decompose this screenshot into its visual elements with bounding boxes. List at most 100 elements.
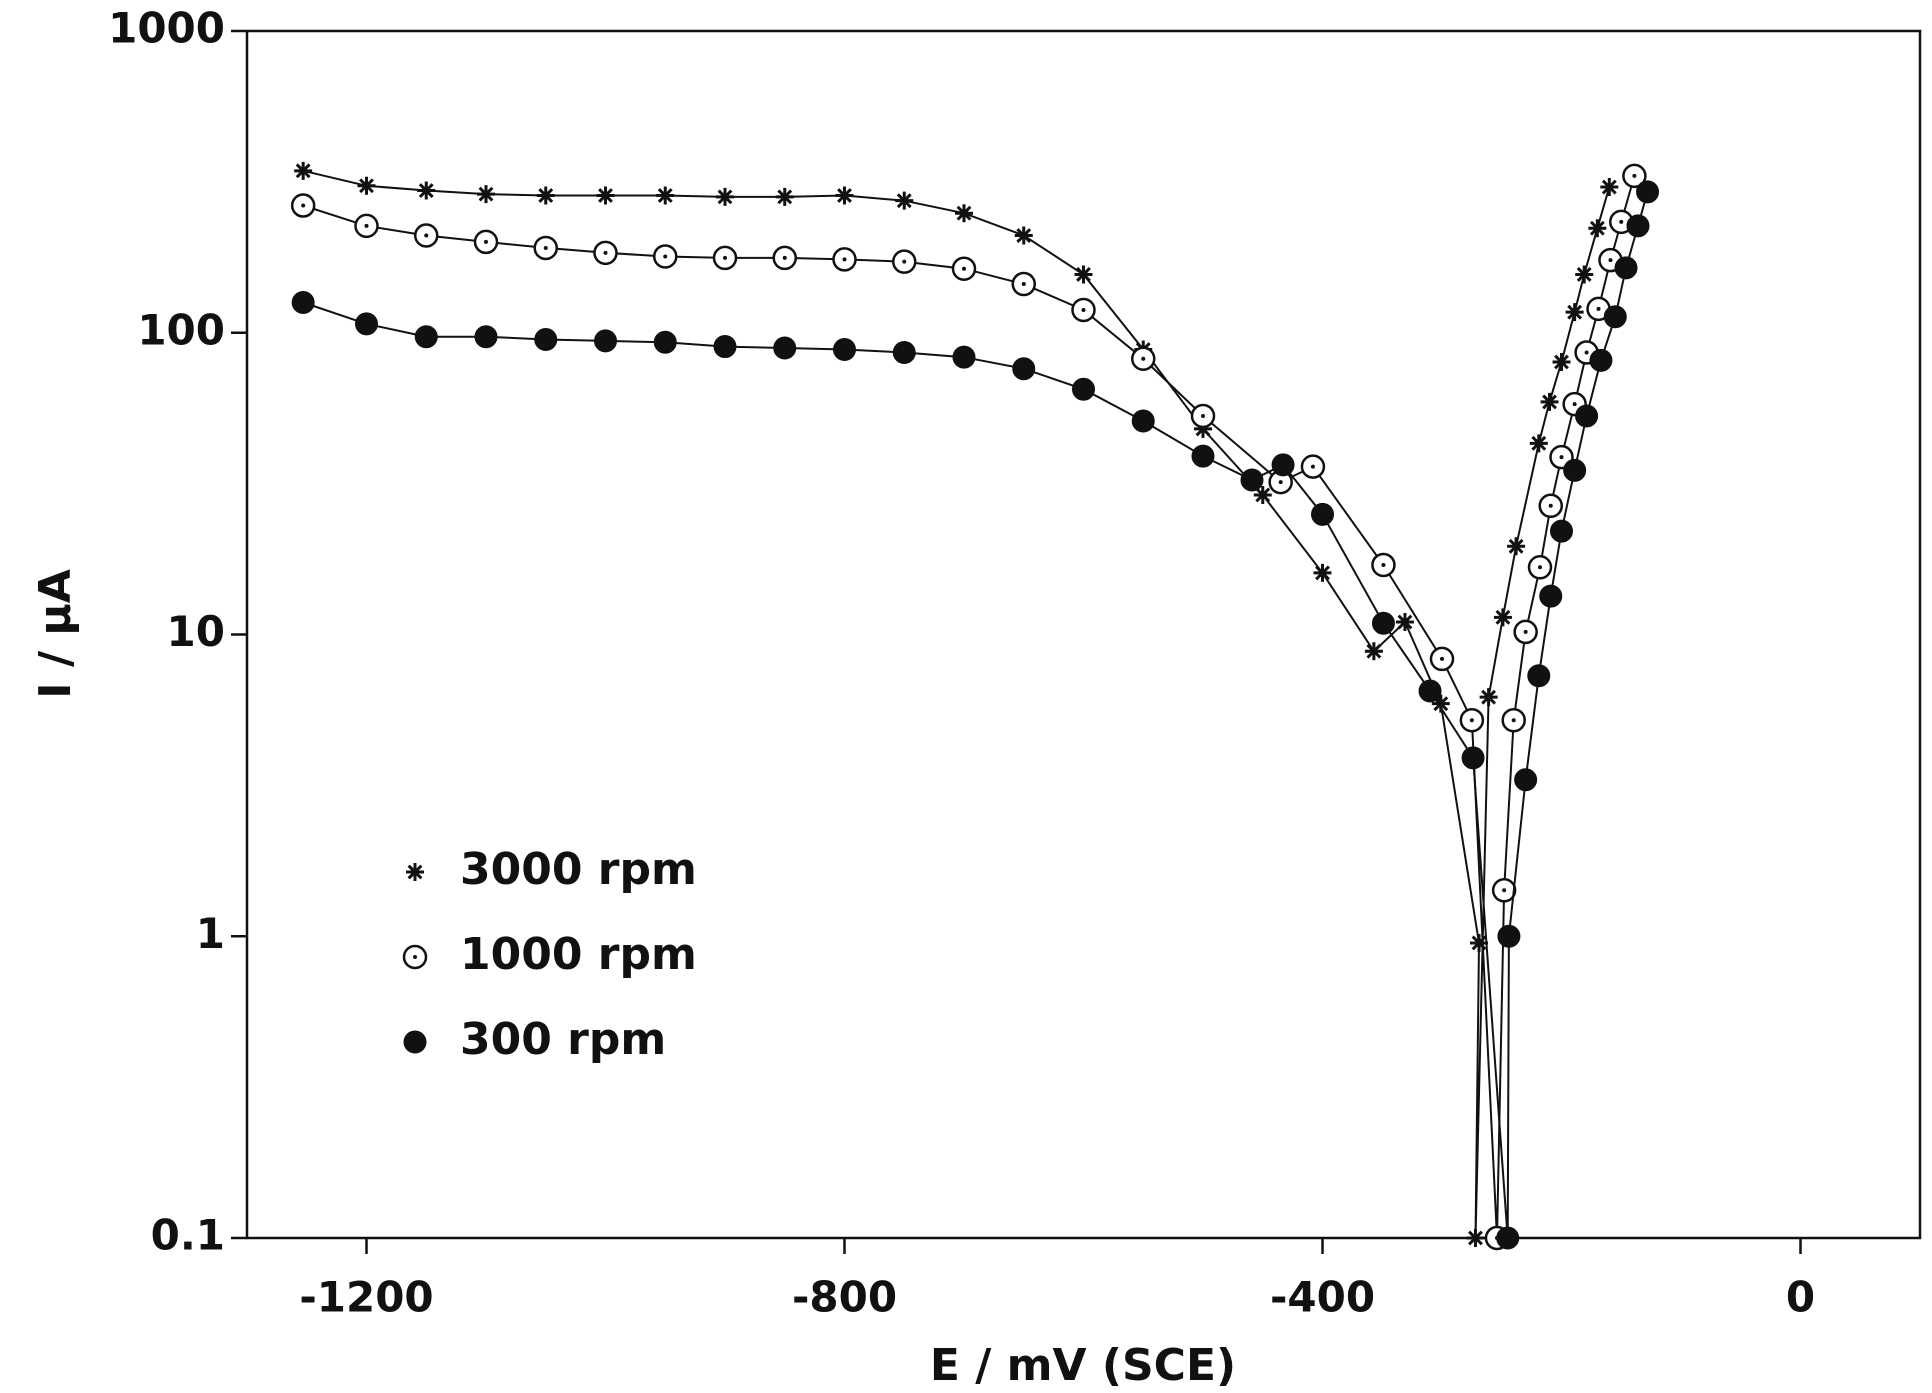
- data-point: [354, 213, 379, 239]
- data-point: [355, 312, 378, 336]
- data-point: [1253, 485, 1272, 504]
- marker-dot: [902, 259, 907, 264]
- data-point: [1429, 646, 1455, 672]
- legend-label: 1000 rpm: [460, 929, 697, 980]
- data-point: [1194, 419, 1212, 438]
- data-point: [1131, 346, 1156, 372]
- data-point: [1603, 305, 1627, 329]
- data-point: [536, 186, 555, 205]
- data-point: [1431, 694, 1450, 713]
- marker-dot: [1608, 258, 1613, 263]
- legend-marker: [406, 863, 424, 881]
- marker-dot: [1537, 565, 1542, 570]
- y-tick-label: 100: [137, 305, 225, 354]
- marker-dot: [842, 257, 847, 262]
- marker-dot: [663, 254, 668, 259]
- data-point: [1496, 1226, 1520, 1250]
- data-point: [1268, 469, 1293, 495]
- marker-dot: [484, 239, 488, 244]
- data-point: [1418, 679, 1442, 703]
- data-point: [414, 325, 438, 349]
- data-point: [1552, 352, 1571, 371]
- data-point: [593, 240, 618, 266]
- data-point: [1014, 226, 1033, 245]
- data-point: [1491, 878, 1517, 903]
- marker-dot: [1201, 413, 1205, 418]
- data-point: [477, 185, 495, 204]
- data-point: [1074, 265, 1093, 284]
- data-point: [656, 186, 675, 205]
- legend-label: 300 rpm: [460, 1014, 666, 1065]
- data-point: [1371, 611, 1395, 635]
- data-point: [653, 244, 678, 269]
- data-point: [1622, 163, 1647, 189]
- data-point: [1461, 746, 1485, 770]
- data-point: [952, 345, 976, 369]
- marker-dot: [962, 266, 966, 271]
- data-point: [1479, 688, 1498, 707]
- data-point: [1240, 468, 1264, 492]
- data-point: [1626, 214, 1650, 238]
- data-point: [1313, 563, 1332, 582]
- data-point: [1565, 303, 1584, 322]
- data-point: [1507, 537, 1526, 556]
- data-point: [1191, 444, 1215, 468]
- data-point: [1131, 409, 1155, 433]
- data-point: [1300, 454, 1326, 479]
- marker-dot: [1619, 219, 1624, 224]
- data-point: [533, 235, 558, 261]
- y-axis-label: I / μA: [30, 569, 81, 699]
- data-point: [294, 161, 313, 180]
- data-point: [1589, 348, 1613, 372]
- series-line: [302, 191, 1649, 1239]
- marker-dot: [543, 245, 548, 250]
- data-point: [895, 191, 914, 210]
- data-point: [1501, 707, 1526, 733]
- x-tick-label: -1200: [299, 1273, 433, 1322]
- data-point: [832, 247, 857, 272]
- marker-dot: [782, 255, 787, 260]
- data-point: [290, 193, 316, 218]
- marker-dot: [424, 233, 429, 238]
- legend-marker: [403, 1030, 427, 1054]
- data-point: [1527, 664, 1551, 688]
- data-point: [1514, 768, 1538, 792]
- data-point: [291, 290, 315, 314]
- marker-dot: [1440, 656, 1444, 661]
- data-point: [833, 338, 856, 362]
- series-line: [302, 169, 1611, 1239]
- data-point: [1190, 403, 1216, 429]
- marker-dot: [301, 203, 306, 208]
- data-point: [1470, 933, 1489, 952]
- data-point: [417, 181, 436, 200]
- marker-dot: [603, 250, 608, 255]
- marker-dot: [1584, 350, 1589, 355]
- y-tick-label: 1000: [108, 4, 225, 53]
- data-point: [1529, 434, 1548, 453]
- data-point: [892, 249, 917, 274]
- data-point: [1588, 219, 1607, 238]
- data-point: [474, 325, 498, 349]
- marker-dot: [1511, 718, 1516, 723]
- data-point: [712, 245, 738, 271]
- data-point: [713, 335, 737, 359]
- data-point: [1550, 519, 1573, 543]
- data-point: [1311, 502, 1334, 526]
- data-point: [772, 245, 797, 271]
- data-point: [1497, 924, 1521, 948]
- data-point: [1493, 608, 1512, 627]
- data-point: [951, 256, 977, 281]
- marker-dot: [1559, 455, 1564, 460]
- data-point: [955, 204, 973, 223]
- data-point: [1540, 392, 1559, 411]
- marker-dot: [1523, 629, 1528, 634]
- data-point: [1364, 642, 1383, 661]
- data-point: [1575, 404, 1599, 428]
- data-point: [594, 329, 617, 353]
- marker-dot: [1310, 464, 1315, 469]
- data-point: [1071, 297, 1096, 323]
- data-point: [596, 186, 615, 205]
- marker-dot: [1502, 888, 1507, 893]
